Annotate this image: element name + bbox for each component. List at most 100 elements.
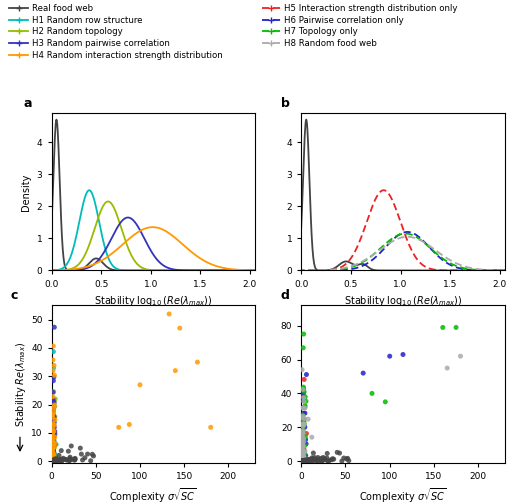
Point	[298, 457, 306, 465]
Point	[48, 442, 56, 450]
Point	[47, 456, 56, 464]
Point	[300, 241, 308, 249]
Point	[48, 450, 57, 458]
Point	[298, 433, 306, 441]
Point	[48, 454, 56, 462]
Point	[297, 456, 305, 464]
Point	[298, 454, 306, 462]
Point	[299, 455, 307, 463]
Point	[48, 413, 57, 421]
Point	[48, 444, 57, 452]
Point	[47, 457, 56, 465]
Point	[297, 456, 305, 464]
Point	[48, 446, 56, 454]
Point	[298, 451, 306, 459]
Point	[300, 453, 308, 461]
Point	[299, 455, 307, 463]
Point	[48, 431, 57, 439]
Point	[48, 457, 57, 465]
Point	[308, 457, 317, 465]
Point	[48, 434, 57, 442]
Point	[49, 434, 57, 442]
Point	[298, 455, 306, 463]
Point	[48, 454, 56, 462]
Point	[297, 457, 305, 465]
Point	[298, 456, 306, 464]
Point	[298, 442, 306, 450]
Point	[297, 457, 305, 465]
Point	[298, 453, 306, 461]
Point	[298, 443, 306, 451]
Point	[48, 432, 57, 440]
Point	[47, 455, 56, 463]
Point	[49, 444, 58, 452]
Point	[48, 442, 57, 450]
Point	[298, 430, 306, 438]
Point	[48, 455, 56, 463]
Point	[297, 455, 305, 463]
Point	[323, 449, 331, 457]
Point	[88, 450, 96, 458]
Point	[48, 446, 57, 454]
Point	[298, 457, 306, 465]
Point	[48, 456, 56, 464]
Point	[50, 451, 58, 459]
Point	[48, 454, 56, 462]
Point	[305, 455, 314, 463]
Point	[298, 451, 306, 459]
Point	[298, 456, 306, 464]
Point	[47, 457, 56, 465]
Point	[298, 451, 306, 459]
Point	[47, 457, 56, 465]
Point	[48, 455, 56, 463]
Point	[49, 407, 57, 415]
Point	[48, 449, 57, 457]
Point	[298, 447, 306, 455]
Point	[47, 456, 56, 464]
Point	[48, 448, 56, 456]
Point	[64, 447, 73, 455]
Point	[298, 454, 306, 462]
Point	[49, 455, 57, 463]
Point	[48, 440, 57, 448]
Point	[297, 457, 305, 465]
Point	[49, 445, 58, 453]
Point	[47, 456, 56, 464]
Point	[298, 457, 306, 465]
Point	[47, 456, 56, 464]
Point	[298, 452, 306, 460]
Point	[297, 456, 305, 464]
Point	[49, 342, 58, 350]
Point	[50, 457, 58, 465]
Point	[299, 453, 307, 461]
Point	[52, 457, 60, 465]
Point	[47, 457, 56, 465]
Point	[49, 445, 58, 453]
Point	[298, 455, 306, 463]
Point	[90, 452, 98, 460]
Point	[47, 453, 56, 461]
Point	[49, 457, 57, 465]
Point	[47, 455, 56, 463]
Point	[48, 453, 56, 461]
Point	[320, 455, 328, 463]
Point	[48, 457, 56, 465]
Point	[47, 457, 56, 465]
Point	[47, 457, 56, 465]
Point	[48, 445, 56, 453]
Point	[298, 456, 306, 464]
Point	[47, 456, 56, 464]
Point	[298, 452, 306, 460]
Point	[47, 456, 56, 464]
Point	[48, 450, 56, 458]
Point	[300, 455, 308, 463]
Point	[47, 455, 56, 463]
Point	[48, 457, 57, 465]
Point	[298, 456, 306, 464]
Point	[298, 455, 306, 463]
Point	[50, 449, 58, 457]
Point	[298, 451, 306, 459]
Point	[298, 432, 306, 440]
Point	[298, 444, 306, 452]
Point	[48, 454, 56, 462]
